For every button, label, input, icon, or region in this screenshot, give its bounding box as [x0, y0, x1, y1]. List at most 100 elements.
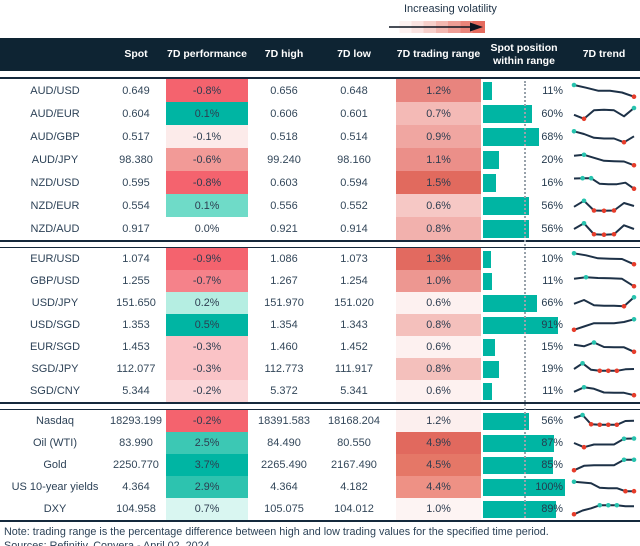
row-label: Gold	[43, 459, 67, 471]
low-value: 151.020	[334, 297, 374, 309]
trading-range-cell: 1.3%	[396, 248, 481, 270]
trend-cell	[570, 454, 638, 476]
low-value: 104.012	[334, 503, 374, 515]
position-bar	[483, 219, 529, 238]
trend-cell	[570, 171, 638, 194]
spot-position-cell: 20%	[483, 148, 565, 171]
trading-range-cell: 0.8%	[396, 314, 481, 336]
trend-cell	[570, 476, 638, 498]
spot-position-cell: 87%	[483, 432, 565, 454]
spot-value: 98.380	[119, 153, 153, 166]
trading-range-cell: 0.9%	[396, 125, 481, 148]
trend-cell	[570, 410, 638, 432]
row-label: NZD/USD	[30, 176, 80, 189]
position-bar	[483, 412, 529, 430]
low-value: 0.601	[340, 107, 368, 120]
low-value: 0.648	[340, 84, 368, 97]
low-value: 18168.204	[328, 415, 380, 427]
high-value: 1.354	[270, 319, 298, 331]
sparkline-chart	[573, 175, 637, 191]
table-row: SGD/CNY 5.344 -0.2% 5.372 5.341 0.6% 11%	[0, 380, 640, 402]
table-section: AUD/USD 0.649 -0.8% 0.656 0.648 1.2% 11% AUD/EU…	[0, 79, 640, 240]
header-separator-line	[0, 77, 640, 79]
sparkline-chart	[573, 295, 637, 309]
trading-range-cell: 0.6%	[396, 336, 481, 358]
table-header: Spot 7D performance 7D high 7D low 7D tr…	[0, 38, 640, 71]
low-value: 5.341	[340, 385, 368, 397]
spot-position-cell: 60%	[483, 102, 565, 125]
performance-cell: 2.5%	[166, 432, 248, 454]
col-header-empty	[0, 38, 110, 71]
high-value: 0.603	[270, 176, 298, 189]
high-value: 1.267	[270, 275, 298, 287]
position-percent-label: 60%	[541, 107, 563, 120]
high-value: 5.372	[270, 385, 298, 397]
col-header-7d-low: 7D low	[337, 48, 371, 61]
table-row: Gold 2250.770 3.7% 2265.490 2167.490 4.5% 85%	[0, 454, 640, 476]
position-percent-label: 10%	[541, 253, 563, 265]
row-label: EUR/USD	[30, 253, 80, 265]
position-bar	[483, 316, 558, 334]
low-value: 4.182	[340, 481, 368, 493]
trading-range-cell: 1.5%	[396, 171, 481, 194]
performance-cell: -0.2%	[166, 410, 248, 432]
row-label: AUD/GBP	[30, 130, 80, 143]
spot-value: 83.990	[119, 437, 153, 449]
performance-cell: 0.2%	[166, 292, 248, 314]
position-percent-label: 85%	[541, 459, 563, 471]
table-row: USD/JPY 151.650 0.2% 151.970 151.020 0.6% 66%	[0, 292, 640, 314]
spot-position-cell: 15%	[483, 336, 565, 358]
row-label: SGD/CNY	[29, 385, 81, 397]
trend-cell	[570, 292, 638, 314]
trend-cell	[570, 358, 638, 380]
table-section: EUR/USD 1.074 -0.9% 1.086 1.073 1.3% 10% GBP/US…	[0, 248, 640, 402]
spot-value: 18293.199	[110, 415, 162, 427]
col-header-7d-performance: 7D performance	[167, 48, 247, 61]
position-bar	[483, 456, 553, 474]
spot-value: 1.353	[122, 319, 150, 331]
arrow-icon	[389, 22, 483, 32]
position-percent-label: 100%	[535, 481, 563, 493]
sparkline-chart	[571, 251, 637, 267]
table-row: AUD/EUR 0.604 0.1% 0.606 0.601 0.7% 60%	[0, 102, 640, 125]
trading-range-cell: 1.0%	[396, 270, 481, 292]
sparkline-chart	[573, 105, 637, 121]
trading-range-cell: 1.2%	[396, 79, 481, 102]
volatility-legend-label: Increasing volatility	[404, 3, 497, 15]
col-header-spot-position: Spot position within range	[490, 41, 558, 67]
low-value: 111.917	[334, 363, 374, 375]
sparkline-chart	[573, 412, 635, 428]
spot-position-cell: 85%	[483, 454, 565, 476]
position-bar	[483, 81, 492, 100]
position-percent-label: 11%	[542, 385, 563, 397]
position-percent-label: 56%	[541, 222, 563, 235]
trading-range-cell: 0.8%	[396, 358, 481, 380]
row-label: AUD/JPY	[31, 153, 79, 166]
performance-cell: 0.1%	[166, 194, 248, 217]
trend-cell	[570, 125, 638, 148]
low-value: 1.452	[340, 341, 368, 353]
trend-cell	[570, 248, 638, 270]
position-percent-label: 56%	[541, 199, 563, 212]
sparkline-chart	[571, 317, 637, 333]
trend-cell	[570, 336, 638, 358]
row-label: NZD/EUR	[30, 199, 80, 212]
row-label: Oil (WTI)	[33, 437, 77, 449]
low-value: 80.550	[337, 437, 371, 449]
position-bar	[483, 500, 556, 518]
spot-position-cell: 16%	[483, 171, 565, 194]
col-header-spot: Spot	[124, 48, 148, 61]
low-value: 0.914	[340, 222, 368, 235]
table-row: AUD/GBP 0.517 -0.1% 0.518 0.514 0.9% 68%	[0, 125, 640, 148]
position-bar	[483, 173, 497, 192]
sparkline-chart	[573, 274, 637, 289]
low-value: 0.514	[340, 130, 368, 143]
position-bar	[483, 360, 499, 378]
col-header-7d-trend: 7D trend	[582, 48, 626, 61]
low-value: 0.594	[340, 176, 368, 189]
high-value: 151.970	[264, 297, 304, 309]
position-bar	[483, 338, 496, 356]
position-percent-label: 11%	[542, 84, 563, 97]
spot-value: 0.595	[122, 176, 150, 189]
table-row: AUD/JPY 98.380 -0.6% 99.240 98.160 1.1% 20%	[0, 148, 640, 171]
